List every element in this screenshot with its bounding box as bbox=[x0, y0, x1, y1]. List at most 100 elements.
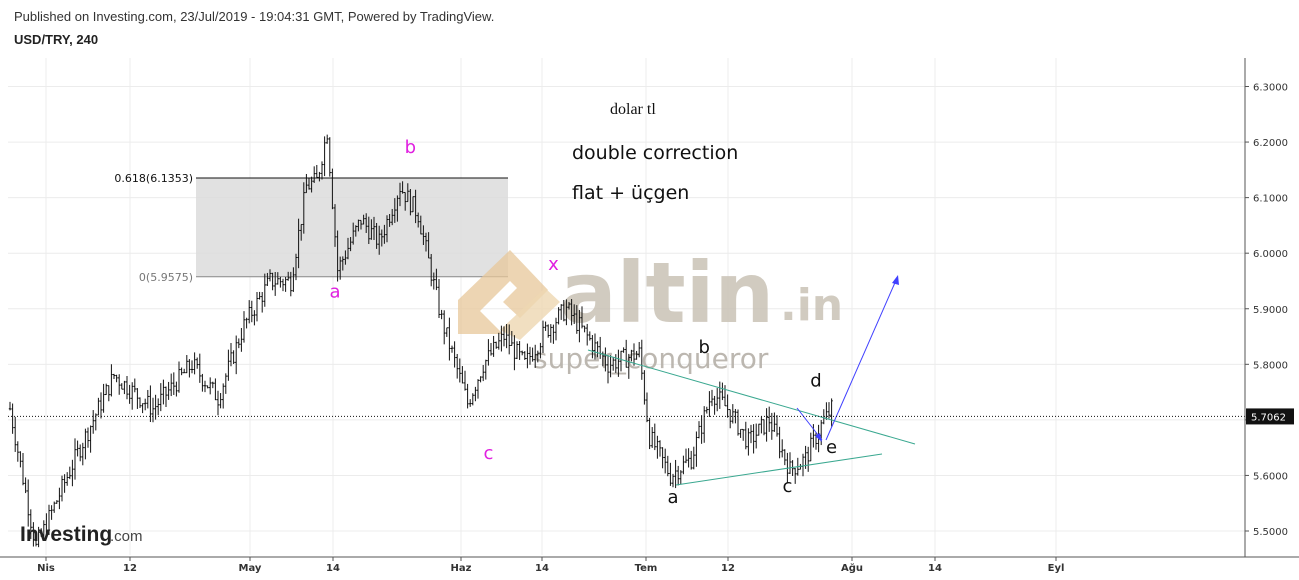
ohlc-bar bbox=[248, 300, 251, 324]
ohlc-bar bbox=[276, 272, 279, 285]
x-tick-label: 14 bbox=[928, 563, 942, 574]
ohlc-bar bbox=[99, 392, 103, 419]
ohlc-bar bbox=[354, 225, 357, 237]
ohlc-bar bbox=[79, 444, 82, 462]
ohlc-bar bbox=[671, 473, 675, 488]
ohlc-bar bbox=[440, 309, 443, 320]
ohlc-bar bbox=[482, 364, 485, 382]
ohlc-bar bbox=[141, 403, 144, 414]
ohlc-bar bbox=[362, 214, 365, 225]
ohlc-bar bbox=[755, 423, 758, 449]
ohlc-bar bbox=[71, 459, 74, 487]
ohlc-bar bbox=[526, 343, 529, 369]
ohlc-bar bbox=[463, 370, 467, 391]
ohlc-bar bbox=[357, 219, 360, 232]
ohlc-bar bbox=[679, 470, 682, 485]
ohlc-bar bbox=[284, 276, 287, 292]
ohlc-bar bbox=[297, 218, 300, 269]
ohlc-bar bbox=[131, 382, 134, 410]
ohlc-bar bbox=[567, 301, 571, 310]
ohlc-bar bbox=[196, 357, 199, 369]
wave-label: c bbox=[483, 443, 493, 464]
ohlc-bar bbox=[809, 432, 812, 462]
ohlc-bar bbox=[320, 161, 324, 180]
ohlc-bar bbox=[68, 466, 71, 480]
y-tick-label: 6.0000 bbox=[1253, 249, 1288, 260]
ohlc-bar bbox=[606, 355, 610, 384]
ohlc-bar bbox=[401, 181, 404, 194]
ohlc-bar bbox=[487, 339, 490, 366]
ohlc-bar bbox=[523, 351, 526, 360]
altin-watermark: altin .in super_conqueror bbox=[458, 244, 843, 375]
ohlc-bar bbox=[762, 419, 766, 436]
ohlc-bar bbox=[206, 385, 209, 389]
ohlc-bar bbox=[45, 513, 48, 536]
investing-logo-main: Investing bbox=[20, 523, 112, 546]
ohlc-bar bbox=[443, 310, 446, 345]
ohlc-bar bbox=[713, 395, 716, 415]
ohlc-bar bbox=[136, 388, 139, 409]
investing-logo: Investing .com bbox=[20, 523, 143, 546]
ohlc-bar bbox=[365, 213, 368, 233]
ohlc-bar bbox=[398, 182, 402, 207]
ohlc-bar bbox=[73, 438, 77, 480]
ohlc-bar bbox=[586, 323, 589, 346]
ohlc-bar bbox=[287, 271, 290, 281]
ohlc-bar bbox=[612, 356, 615, 371]
ohlc-bar bbox=[92, 410, 95, 434]
ohlc-bar bbox=[315, 164, 318, 178]
ohlc-bar bbox=[170, 373, 173, 397]
ohlc-bar bbox=[773, 412, 776, 432]
ohlc-bar bbox=[505, 324, 508, 349]
publish-info: Published on Investing.com, 23/Jul/2019 … bbox=[14, 9, 495, 24]
ohlc-bar bbox=[721, 382, 724, 401]
ohlc-bar bbox=[432, 272, 435, 290]
ohlc-bar bbox=[812, 424, 815, 448]
ohlc-bar bbox=[757, 423, 760, 436]
ohlc-bar bbox=[385, 215, 389, 243]
ohlc-bar bbox=[705, 406, 708, 414]
ohlc-bar bbox=[60, 475, 64, 502]
ohlc-bar bbox=[305, 173, 308, 194]
ohlc-bar bbox=[794, 467, 797, 484]
wave-label: x bbox=[548, 254, 559, 275]
wave-label: a bbox=[329, 282, 340, 303]
chart-notes: dolar tl double correction flat + üçgen bbox=[572, 101, 738, 204]
ohlc-bar bbox=[86, 427, 90, 448]
ohlc-bar bbox=[807, 446, 810, 472]
ohlc-bar bbox=[151, 397, 155, 423]
note-structure: flat + üçgen bbox=[572, 182, 689, 204]
ohlc-bar bbox=[653, 423, 656, 451]
ohlc-bar bbox=[112, 373, 116, 379]
ohlc-bar bbox=[326, 134, 329, 144]
ohlc-bar bbox=[827, 402, 831, 419]
ohlc-bar bbox=[24, 477, 27, 494]
ohlc-bar bbox=[749, 424, 753, 444]
ohlc-bar bbox=[177, 361, 181, 393]
ohlc-bar bbox=[604, 347, 607, 372]
ohlc-bar bbox=[172, 372, 175, 395]
ohlc-bar bbox=[175, 381, 178, 397]
ohlc-bar bbox=[11, 403, 14, 434]
ohlc-bar bbox=[193, 352, 196, 375]
ohlc-bar bbox=[235, 335, 238, 375]
x-tick-label: Tem bbox=[635, 563, 658, 574]
ohlc-bar bbox=[209, 377, 212, 395]
ohlc-bar bbox=[34, 536, 38, 547]
wm-logo-shape bbox=[458, 250, 548, 334]
ohlc-bar bbox=[596, 341, 599, 358]
ohlc-bar bbox=[656, 435, 659, 459]
ohlc-bar bbox=[495, 341, 498, 349]
ohlc-bar bbox=[8, 401, 12, 411]
ohlc-bar bbox=[765, 408, 768, 442]
ohlc-bar bbox=[508, 324, 511, 355]
ohlc-bar bbox=[458, 358, 461, 383]
ohlc-bar bbox=[118, 374, 121, 395]
ohlc-bar bbox=[310, 176, 313, 193]
ohlc-bar bbox=[448, 317, 451, 361]
fibonacci-box: 0.618(6.1353) 0(5.9575) bbox=[114, 172, 508, 284]
chart-axes: 6.3000 6.2000 6.1000 6.0000 5.9000 5.8000 5.70… bbox=[0, 58, 1299, 574]
ohlc-bar bbox=[484, 359, 487, 380]
ohlc-bar bbox=[406, 183, 409, 203]
